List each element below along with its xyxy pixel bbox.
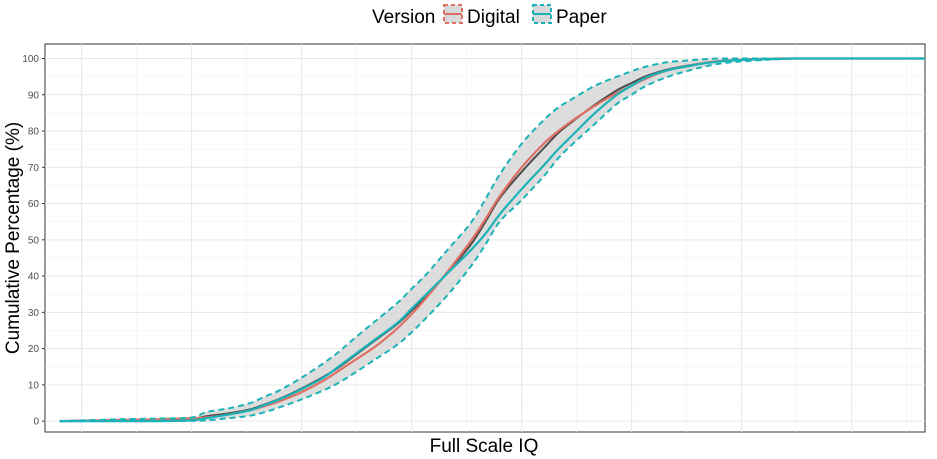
y-tick-label: 10 [28,380,40,391]
y-tick-label: 30 [28,308,40,319]
legend: Version Digital Paper [372,4,607,28]
y-tick-label: 80 [28,127,40,138]
legend-key-paper [532,4,552,24]
legend-title: Version [372,7,435,28]
y-tick-label: 50 [28,235,40,246]
x-axis-title: Full Scale IQ [430,436,539,457]
y-tick-label: 90 [28,90,40,101]
y-tick-label: 20 [28,344,40,355]
y-tick-label: 0 [33,417,39,428]
legend-label-digital: Digital [467,7,520,28]
legend-label-paper: Paper [556,7,607,28]
band-lower-line [59,57,925,423]
y-tick-label: 40 [28,272,40,283]
y-axis: 0 10 20 30 40 50 60 70 80 90 100 [22,54,45,428]
band-upper-line [59,57,925,423]
series-lines [59,57,925,423]
y-tick-label: 70 [28,163,40,174]
series-line-paper [59,57,925,423]
y-tick-label: 60 [28,199,40,210]
y-tick-label: 100 [22,54,39,65]
legend-key-digital [443,4,463,24]
grid [45,44,925,432]
y-axis-title: Cumulative Percentage (%) [3,122,24,354]
